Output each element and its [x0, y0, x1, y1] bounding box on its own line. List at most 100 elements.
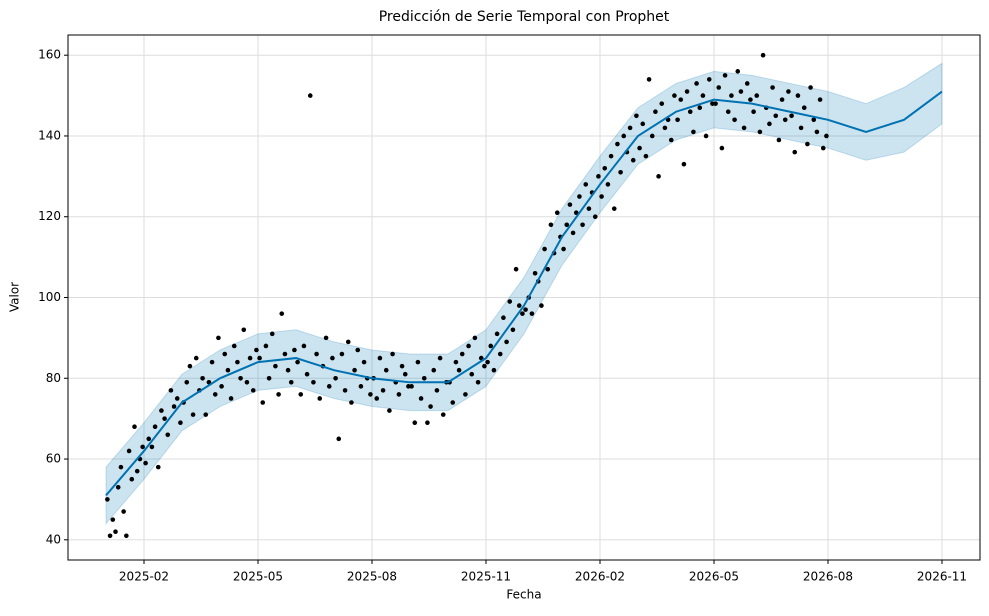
observation-point — [203, 412, 209, 417]
observation-point — [757, 129, 763, 135]
y-tick-label: 160 — [38, 48, 61, 62]
observation-point — [155, 464, 161, 470]
observation-point — [497, 351, 503, 357]
observation-point — [741, 125, 747, 131]
observation-point — [637, 145, 642, 151]
observation-point — [276, 392, 281, 397]
observation-point — [634, 113, 639, 119]
observation-point — [754, 93, 760, 98]
observation-point — [656, 174, 661, 179]
observation-point — [608, 153, 614, 159]
y-tick-label: 80 — [46, 371, 61, 385]
observation-point — [735, 69, 741, 74]
observation-point — [779, 97, 785, 102]
observation-point — [216, 335, 221, 341]
observation-point — [314, 351, 319, 357]
observation-point — [539, 303, 544, 308]
observation-point — [387, 408, 392, 413]
y-tick-label: 140 — [38, 128, 61, 142]
y-axis-label: Valor — [8, 282, 22, 312]
observation-point — [399, 363, 405, 369]
marks — [105, 52, 943, 539]
observation-point — [396, 392, 402, 397]
observation-point — [808, 85, 813, 90]
observation-point — [491, 367, 497, 373]
observation-point — [545, 266, 551, 272]
observation-point — [184, 380, 190, 385]
observation-point — [678, 97, 684, 102]
observation-point — [257, 355, 262, 361]
observation-point — [770, 85, 775, 90]
observation-point — [516, 303, 522, 308]
observation-point — [425, 420, 430, 425]
observation-point — [662, 125, 668, 131]
observation-point — [605, 182, 611, 187]
observation-point — [716, 85, 722, 90]
observation-point — [580, 222, 585, 228]
observation-point — [266, 375, 272, 381]
observation-point — [168, 388, 174, 393]
observation-point — [406, 384, 411, 389]
observation-point — [811, 117, 817, 123]
observation-point — [247, 355, 253, 361]
observation-point — [162, 416, 167, 421]
observation-point — [494, 331, 500, 337]
observation-point — [190, 412, 196, 417]
observation-point — [298, 392, 304, 397]
observation-point — [776, 137, 782, 143]
observation-point — [542, 246, 547, 252]
observation-point — [548, 222, 554, 228]
observation-point — [798, 125, 804, 131]
observation-point — [377, 355, 383, 361]
observation-point — [814, 129, 820, 135]
observation-point — [748, 97, 753, 102]
observation-point — [592, 214, 598, 220]
observation-point — [380, 388, 386, 393]
observation-point — [668, 137, 674, 143]
observation-point — [795, 93, 801, 98]
observation-point — [193, 355, 199, 361]
observation-point — [725, 109, 731, 115]
observation-point — [323, 335, 329, 341]
observation-point — [463, 392, 468, 397]
observation-point — [292, 347, 297, 353]
observation-point — [238, 375, 243, 381]
observation-point — [697, 105, 703, 110]
observation-point — [273, 363, 278, 369]
observation-point — [317, 396, 323, 401]
observation-point — [453, 359, 459, 365]
observation-point — [115, 485, 121, 490]
observation-point — [244, 380, 250, 385]
observation-point — [786, 89, 791, 94]
observation-point — [773, 113, 779, 119]
observation-point — [459, 351, 465, 357]
observation-point — [564, 222, 570, 228]
observation-point — [627, 125, 633, 131]
observation-point — [409, 384, 414, 389]
observation-point — [621, 133, 627, 139]
observation-point — [782, 117, 788, 123]
observation-point — [241, 327, 247, 333]
observation-point — [520, 311, 525, 316]
observation-point — [358, 384, 364, 389]
forecast-line — [105, 90, 943, 497]
y-tick-label: 60 — [46, 452, 61, 466]
observation-point — [152, 424, 158, 430]
observation-point — [149, 444, 155, 450]
observation-point — [339, 351, 345, 357]
observation-point — [143, 460, 148, 466]
observation-point — [352, 367, 357, 373]
observation-point — [333, 375, 338, 381]
y-tick-label: 100 — [38, 290, 61, 304]
chart-title: Predicción de Serie Temporal con Prophet — [379, 9, 670, 25]
observation-point — [355, 347, 361, 353]
observation-point — [174, 396, 180, 401]
observation-point — [611, 206, 617, 211]
observation-point — [700, 93, 706, 98]
observation-point — [744, 81, 750, 86]
observation-point — [767, 121, 772, 127]
observation-point — [659, 101, 665, 106]
observation-point — [710, 101, 715, 106]
observation-point — [450, 400, 456, 405]
